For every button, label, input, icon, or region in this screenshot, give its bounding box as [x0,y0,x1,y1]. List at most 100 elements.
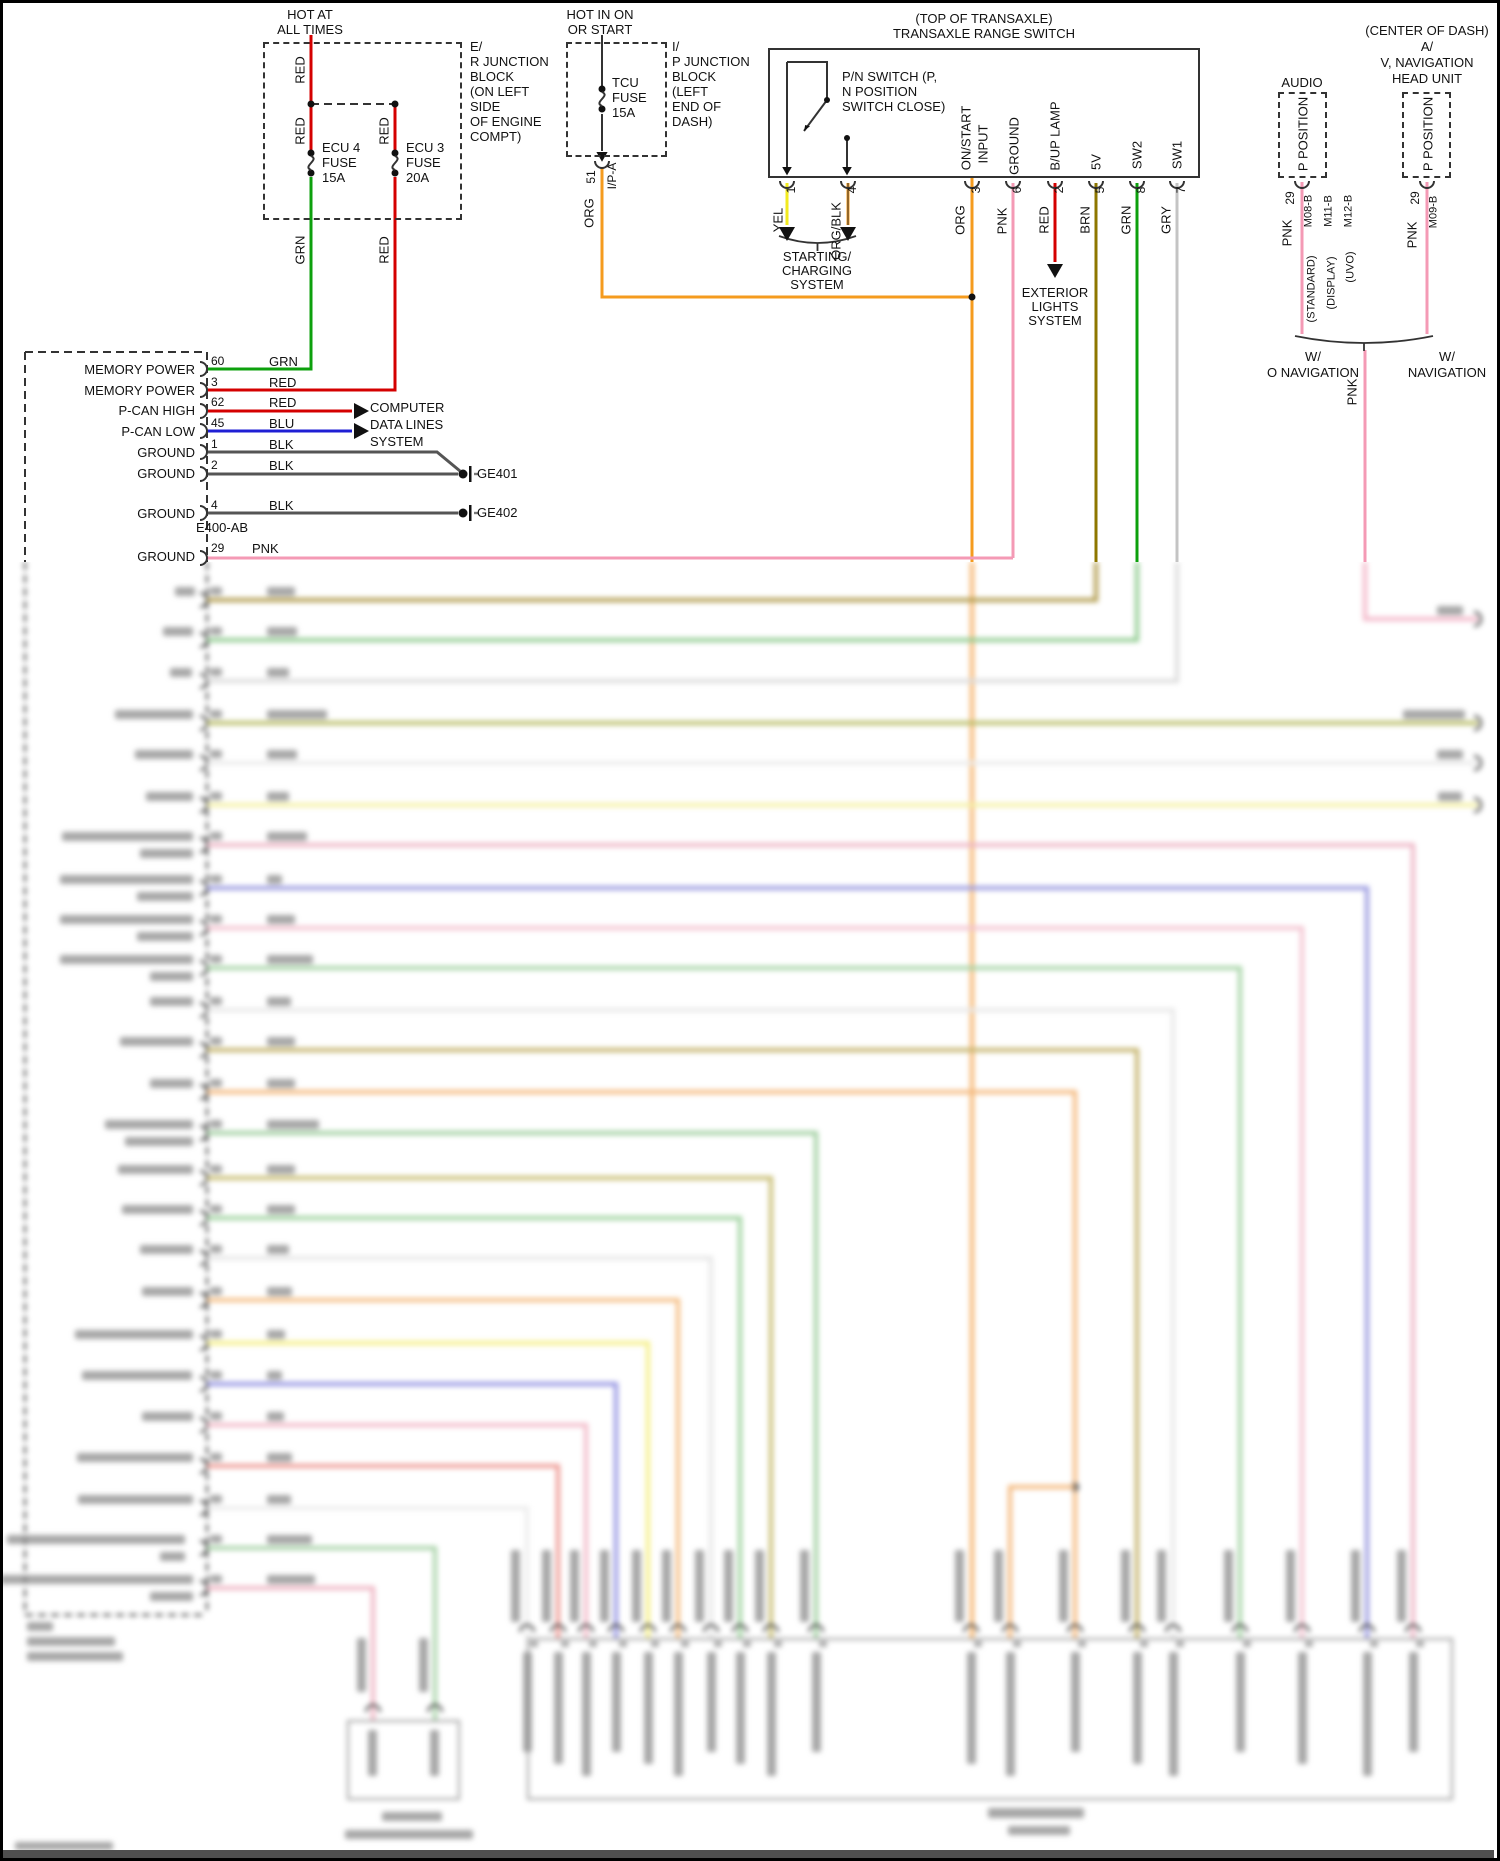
code-pnk-29: PNK [252,541,279,556]
pin-bracket-icon [964,180,980,189]
row-14-wire [207,886,1369,1638]
pin-bracket-icon [963,1624,979,1633]
row-5v-label [175,587,195,596]
wo-navigation-1: W/ [1305,349,1321,364]
junction-dot [307,100,315,108]
row-29-label [78,1495,193,1504]
fuse-icon [391,149,399,177]
row-16-wire [207,966,1242,1638]
ip-block-5: END OF [672,99,722,114]
row-22-label [122,1205,193,1214]
pin-bracket-icon [1129,180,1145,189]
pin-label-vertical [1157,1550,1166,1622]
wo-navigation-2: O NAVIGATION [1267,365,1359,380]
pin-bracket-icon [640,1624,656,1633]
pin-name-vertical [1363,1652,1372,1776]
blurred-region [0,562,1500,1861]
tcu-fuse-1: TCU [612,75,639,90]
arrow-icon [354,403,369,419]
hot-in-on-1: HOT IN ON [566,7,634,22]
pin-name-vertical [812,1652,821,1752]
computer-data-3: SYSTEM [370,434,424,449]
starting-sys-3: SYSTEM [790,277,844,292]
pin-label-vertical [1397,1550,1406,1622]
pin-name-vertical [707,1652,716,1752]
pin-number [210,1245,222,1253]
blurred-text [368,1730,377,1776]
pin-number [681,1641,689,1647]
pin-label-vertical [1286,1550,1295,1622]
wire-color-code [267,1495,291,1504]
pin-number [210,1079,222,1087]
pin-bracket-icon [608,1624,624,1633]
pin-number [619,1641,627,1647]
wire-grn-memory [207,177,313,371]
row-24-wire [207,1298,680,1638]
wire-gnd-1 [207,450,461,473]
pin-number [210,1330,222,1338]
ground-ge401: GE401 [477,466,518,481]
row-30-wire [207,1546,437,1720]
row-24-label [142,1287,193,1296]
blurred-text [345,1830,473,1839]
pin-number [743,1641,751,1647]
er-block-3: BLOCK [470,69,515,84]
er-junction-box [263,42,462,220]
pin-name-vertical [1133,1652,1142,1764]
ground-icon [458,466,478,482]
pin-label-vertical [800,1550,809,1622]
transaxle-title: TRANSAXLE RANGE SWITCH [892,26,1076,41]
pin-label-vertical [724,1550,733,1622]
pin-bracket-icon [1359,1624,1375,1633]
pin-bracket-icon [779,180,795,189]
pin-number [210,997,222,1005]
row-15-label [137,932,193,941]
row-28-wire [207,1464,560,1638]
pin-bracket-icon [1473,715,1482,731]
pin-number [210,1287,222,1295]
junction-dot [968,293,976,301]
pn-switch-3: SWITCH CLOSE) [842,99,946,114]
pin-number [1176,1641,1184,1647]
wire-color-code [267,915,295,924]
pin-bracket-icon [1165,1624,1181,1633]
pin-number [210,1575,222,1583]
pin-bracket-icon [1473,611,1482,627]
pin-number [819,1641,827,1647]
row-22-wire [207,1216,742,1638]
pin-number [210,627,222,635]
pin-number [1416,1641,1424,1647]
pin-bracket-icon [199,505,208,521]
wire-color-code [267,1205,295,1214]
pin-bracket-icon [1473,797,1482,813]
arrow-icon [842,167,852,176]
pin-name-vertical [967,1652,976,1764]
pin-number [1078,1641,1086,1647]
pin-number [210,1037,222,1045]
blurred-text [27,1637,115,1646]
row-23-label [140,1245,193,1254]
row-21-label [118,1165,193,1174]
pin-bracket-icon [1232,1624,1248,1633]
code-blk-1: BLK [269,437,294,452]
wire-color-code [267,1330,285,1339]
wire-color-code [267,1535,312,1544]
ecu3-fuse-1: ECU 3 [406,140,445,155]
pin-number [561,1641,569,1647]
small-connector-box [347,1720,460,1800]
row-17-label [150,997,193,1006]
blurred-text [1403,710,1465,719]
blurred-text [15,1842,113,1850]
row-edge-b-label [135,750,193,759]
wire-color-code [267,1453,292,1462]
blurred-text [1008,1826,1070,1835]
blurred-text [27,1622,53,1631]
pin-bracket-icon [1294,180,1310,189]
head-unit-2: V, NAVIGATION [1380,55,1474,70]
pin-name-vertical [644,1652,653,1764]
pin-number [1305,1641,1313,1647]
connector-e400ab: E400-AB [196,520,249,535]
dash-loc: (CENTER OF DASH) [1365,23,1489,38]
